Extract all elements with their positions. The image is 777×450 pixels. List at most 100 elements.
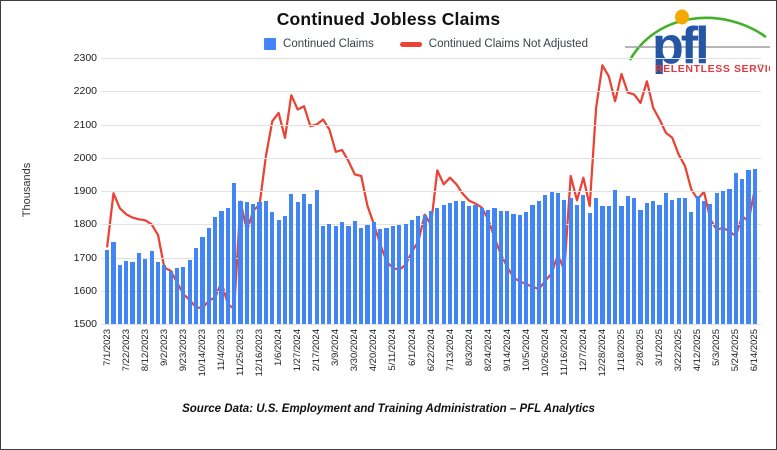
y-tick-label: 1900 [73, 185, 97, 197]
bar-series-swatch-icon [264, 38, 277, 50]
bar [143, 258, 148, 324]
bar [409, 219, 415, 324]
x-tick-label: 5/11/2024 [387, 329, 399, 371]
source-note: Source Data: U.S. Employment and Trainin… [182, 403, 595, 415]
bar [428, 211, 434, 324]
bar [600, 206, 605, 324]
x-tick-label: 6/1/2024 [406, 329, 418, 366]
x-tick-label: 1/18/2025 [616, 329, 627, 372]
bar [740, 179, 745, 324]
x-tick-label: 10/5/2024 [520, 329, 532, 372]
logo-trademark: ™ [757, 63, 763, 70]
bar [733, 172, 738, 324]
gridline [101, 91, 761, 93]
gridline [101, 324, 761, 325]
bar [124, 260, 129, 324]
bar [117, 264, 122, 324]
bar [136, 253, 141, 324]
legend-item-continued-claims: Continued Claims [264, 38, 374, 50]
bar [301, 194, 307, 324]
bar [308, 204, 313, 324]
x-tick-label: 11/16/2024 [558, 329, 570, 376]
y-tick-label: 2100 [73, 118, 97, 131]
x-tick-label: 9/2/2023 [158, 329, 170, 366]
y-tick-label: 1800 [73, 218, 97, 231]
x-tick-label: 11/25/2023 [235, 329, 246, 376]
bar [403, 223, 408, 324]
bar [587, 212, 592, 324]
bar [752, 169, 757, 324]
bar [219, 210, 224, 324]
legend-label: Continued Claims Not Adjusted [428, 38, 588, 50]
y-tick-label: 2000 [73, 151, 97, 164]
bar [517, 215, 522, 324]
bar [574, 204, 580, 324]
bar [619, 206, 624, 324]
bar [390, 226, 395, 324]
x-tick-label: 10/14/2023 [196, 329, 208, 377]
bar [562, 199, 567, 324]
bar [638, 209, 643, 324]
bar [295, 202, 300, 324]
gridline [101, 124, 761, 126]
bar [581, 194, 586, 324]
line-series-swatch-icon [399, 41, 422, 47]
bar [111, 242, 116, 324]
x-tick-label: 8/3/2024 [463, 329, 475, 366]
bar [701, 201, 707, 324]
chart-title: Continued Jobless Claims [276, 9, 501, 29]
bar [359, 227, 364, 324]
bar [352, 221, 357, 324]
bar [460, 201, 465, 324]
y-tick-label: 1700 [73, 251, 97, 264]
bar [213, 216, 218, 324]
bar [549, 192, 554, 324]
y-tick-label: 1500 [73, 318, 97, 330]
bar [663, 193, 669, 324]
bar [644, 203, 649, 324]
bar [149, 250, 154, 324]
bar [397, 224, 402, 324]
bar [454, 200, 459, 324]
y-tick-label: 1600 [73, 284, 97, 297]
x-tick-label: 10/26/2024 [539, 329, 551, 377]
bar [276, 220, 281, 324]
bar [282, 215, 288, 324]
bar [435, 208, 440, 324]
x-tick-label: 9/14/2024 [501, 329, 513, 372]
bar [625, 196, 630, 324]
x-tick-label: 6/14/2025 [749, 329, 761, 372]
x-tick-label: 1/6/2024 [273, 329, 285, 366]
gridline [101, 58, 761, 59]
bar [657, 204, 662, 324]
bar [708, 204, 713, 324]
x-tick-label: 9/23/2023 [177, 329, 189, 372]
bar [530, 204, 535, 324]
y-axis-title: Thousands [21, 162, 33, 218]
x-tick-label: 7/13/2024 [444, 329, 456, 372]
gridline [101, 157, 761, 159]
bar [238, 201, 243, 324]
bar [511, 213, 516, 324]
bar [327, 223, 332, 324]
bar [676, 198, 681, 324]
bar [568, 198, 573, 324]
bar [447, 203, 453, 324]
pfl-logo: pfl RELENTLESS SERVICE ™ [625, 9, 770, 75]
x-tick-label: 5/3/2025 [711, 329, 723, 366]
x-tick-label: 3/30/2024 [349, 329, 361, 372]
bar [365, 224, 370, 324]
bar [270, 211, 275, 324]
bar [155, 262, 161, 324]
x-tick-label: 4/20/2024 [368, 329, 380, 372]
bar [206, 227, 211, 324]
x-tick-label: 2/17/2024 [311, 329, 323, 372]
bar [225, 207, 230, 324]
x-tick-label: 3/9/2024 [330, 329, 342, 366]
logo-orange-dot-icon [675, 9, 689, 25]
bar [416, 216, 421, 324]
bar [244, 202, 249, 324]
logo-tagline: RELENTLESS SERVICE [655, 63, 770, 75]
bar [632, 198, 637, 324]
bar [467, 206, 472, 324]
